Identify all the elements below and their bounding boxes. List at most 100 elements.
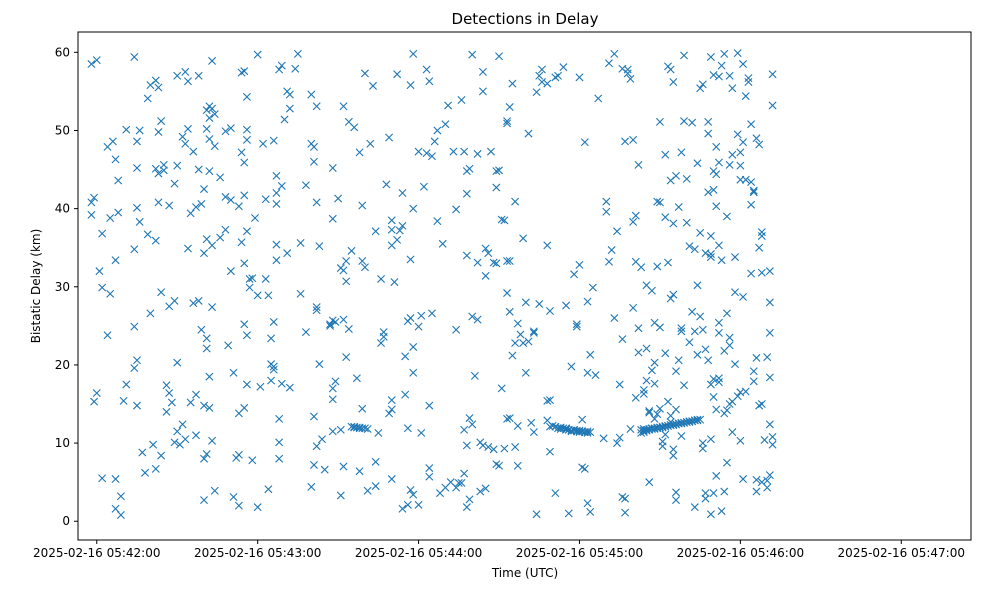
data-point [409, 368, 418, 377]
data-point [331, 317, 340, 326]
data-point [757, 231, 766, 240]
data-point [495, 166, 504, 175]
data-point [208, 436, 217, 445]
data-point [747, 120, 756, 129]
data-point [511, 197, 520, 206]
data-point [680, 381, 689, 390]
data-point [583, 499, 592, 508]
data-point [403, 500, 412, 509]
data-point [645, 478, 654, 487]
data-point [280, 115, 289, 124]
data-point [90, 193, 99, 202]
data-point [484, 443, 493, 451]
data-point [151, 76, 160, 85]
data-point [739, 292, 748, 301]
data-point [460, 469, 469, 478]
data-point [460, 425, 469, 434]
data-point [564, 509, 573, 518]
data-point [720, 487, 729, 496]
data-point [167, 398, 176, 407]
data-point [417, 311, 426, 320]
data-point [264, 485, 273, 494]
data-point [521, 368, 530, 377]
data-point [114, 176, 123, 185]
data-point [712, 405, 721, 414]
data-point [645, 407, 654, 416]
data-point [433, 126, 442, 135]
data-point [387, 475, 396, 484]
data-point [328, 395, 337, 404]
data-point [401, 390, 410, 399]
data-point [524, 129, 533, 138]
data-point [722, 406, 731, 415]
data-point [696, 312, 705, 321]
data-point [508, 79, 517, 88]
data-point [554, 71, 563, 80]
data-point [631, 211, 640, 220]
data-point [406, 485, 415, 494]
data-point [637, 263, 646, 272]
data-point [629, 217, 638, 226]
data-point [194, 296, 203, 305]
data-point [519, 234, 528, 243]
data-point [513, 319, 522, 328]
data-point [677, 148, 686, 157]
data-point [355, 467, 364, 476]
data-point [181, 435, 190, 444]
data-point [714, 318, 723, 327]
data-point [149, 440, 158, 449]
data-point [229, 368, 238, 377]
data-point [505, 307, 514, 316]
data-point [173, 427, 182, 436]
data-point [192, 390, 200, 399]
data-point [186, 398, 195, 407]
data-point [634, 324, 643, 333]
data-point [744, 78, 753, 87]
data-point [720, 49, 729, 58]
data-point [240, 158, 249, 167]
data-point [111, 256, 120, 265]
data-point [339, 266, 348, 275]
data-point [529, 328, 538, 337]
data-point [154, 198, 163, 207]
data-point [202, 235, 211, 244]
data-point [704, 117, 713, 126]
data-point [478, 87, 487, 96]
data-point [527, 418, 536, 427]
data-point [342, 257, 351, 265]
data-point [106, 214, 115, 222]
data-point [725, 333, 734, 342]
y-axis: 0 10 20 30 40 50 60 [55, 45, 78, 528]
data-point [739, 138, 748, 147]
data-point [655, 198, 664, 207]
data-point [379, 328, 388, 337]
data-point [347, 246, 356, 255]
data-point [731, 360, 740, 369]
plot-area [87, 49, 777, 519]
data-point [473, 149, 482, 158]
data-point [497, 384, 506, 393]
data-point [645, 408, 654, 417]
data-point [248, 274, 257, 283]
data-point [486, 147, 495, 156]
data-point [92, 389, 101, 398]
data-point [677, 432, 686, 441]
data-point [647, 286, 656, 295]
data-point [478, 67, 487, 76]
data-point [503, 257, 512, 265]
data-point [736, 436, 745, 445]
data-point [741, 92, 750, 101]
data-point [106, 289, 115, 298]
data-point [143, 94, 152, 103]
data-point [669, 290, 678, 299]
data-point [269, 136, 278, 145]
data-point [583, 368, 592, 377]
data-point [532, 510, 541, 519]
data-point [226, 124, 235, 133]
data-point [559, 63, 568, 72]
data-point [242, 125, 251, 134]
data-point [438, 239, 447, 248]
data-point [642, 376, 651, 385]
data-point [202, 124, 211, 133]
